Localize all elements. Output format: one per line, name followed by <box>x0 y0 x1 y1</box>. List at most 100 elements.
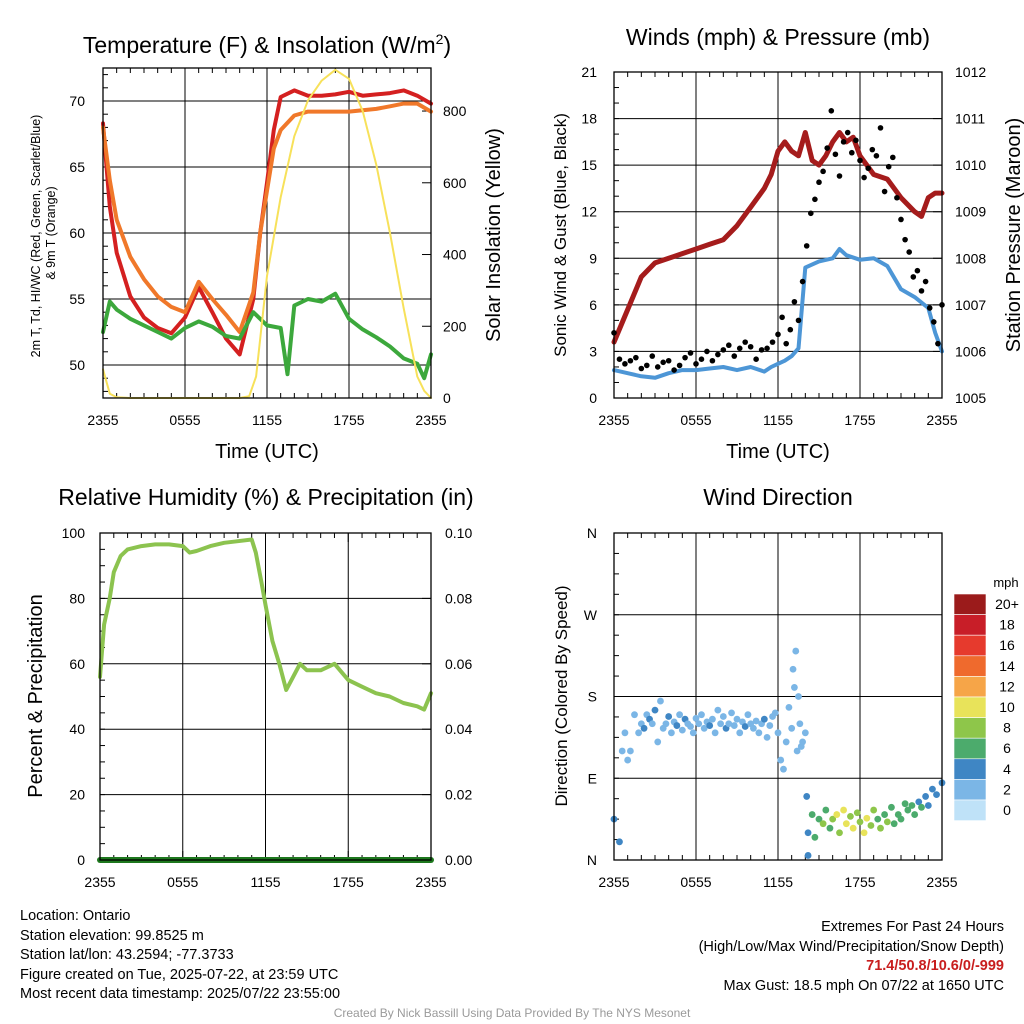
y-right-tick-label: 1006 <box>955 343 986 359</box>
gust-point <box>812 196 818 203</box>
gust-point <box>726 342 732 349</box>
gust-point <box>881 188 888 195</box>
gust-point <box>844 129 851 136</box>
direction-point <box>744 711 752 719</box>
direction-point <box>733 715 741 723</box>
x-tick-label: 1755 <box>333 412 364 428</box>
legend-swatch <box>953 634 987 657</box>
credit-line: Created By Nick Bassill Using Data Provi… <box>333 1006 691 1020</box>
humidity-precipitation-panel: Relative Humidity (%) & Precipitation (i… <box>25 484 474 890</box>
legend-swatch <box>953 676 987 698</box>
direction-point <box>689 729 697 737</box>
direction-point <box>627 747 634 755</box>
gust-point <box>890 154 896 161</box>
direction-point <box>730 722 738 729</box>
direction-point <box>714 706 722 714</box>
direction-point <box>725 720 733 728</box>
plot-frame <box>99 532 432 861</box>
legend-label: 2 <box>1003 781 1011 797</box>
y-tick-label: W <box>584 607 598 623</box>
y-tick-label: 9 <box>589 250 597 266</box>
direction-point <box>618 747 626 755</box>
y-right-tick-label: 600 <box>443 175 467 191</box>
x-tick-label: 1755 <box>844 412 875 428</box>
direction-point <box>692 714 700 722</box>
y-right-tick-label: 0.00 <box>445 852 472 868</box>
y-right-axis-label: Station Pressure (Maroon) <box>1003 118 1024 353</box>
station-location: Location: Ontario <box>20 908 131 924</box>
direction-point <box>904 806 912 814</box>
direction-point <box>774 729 782 737</box>
x-tick-label: 2355 <box>87 412 118 428</box>
direction-point <box>795 693 802 700</box>
gust-point <box>898 216 904 223</box>
gust-point <box>902 236 908 243</box>
gust-point <box>616 356 623 362</box>
legend-swatch <box>953 799 987 821</box>
direction-point <box>635 729 642 737</box>
direction-point <box>621 729 629 737</box>
direction-point <box>662 720 670 728</box>
legend-swatch <box>953 758 987 780</box>
chart-title: Wind Direction <box>703 484 853 510</box>
direction-point <box>874 815 882 823</box>
direction-point <box>860 829 868 837</box>
direction-point <box>782 738 790 746</box>
direction-point <box>883 818 891 826</box>
gust-point <box>779 314 785 321</box>
x-tick-label: 2355 <box>598 412 629 428</box>
y-right-tick-label: 0.06 <box>445 656 472 672</box>
y-tick-label: 15 <box>581 157 597 173</box>
series-line-relative-humidity <box>98 537 433 712</box>
x-tick-label: 1155 <box>252 412 282 428</box>
x-tick-label: 2355 <box>926 412 957 428</box>
y-tick-label: 6 <box>589 297 597 313</box>
direction-point <box>853 809 861 817</box>
y-tick-label: 40 <box>69 721 85 737</box>
y-axis-label: Percent & Precipitation <box>25 594 47 797</box>
y-right-tick-label: 1007 <box>955 297 986 313</box>
gust-point <box>803 243 810 249</box>
direction-point <box>728 709 735 717</box>
gust-point <box>758 347 765 353</box>
direction-point <box>711 729 719 737</box>
gust-point <box>736 345 743 352</box>
gust-point <box>731 353 738 359</box>
direction-point <box>665 713 673 720</box>
y-right-tick-label: 0.08 <box>445 590 472 606</box>
chart-title: Relative Humidity (%) & Precipitation (i… <box>58 484 473 510</box>
y-right-tick-label: 1008 <box>955 250 986 266</box>
y-tick-label: 60 <box>69 656 85 672</box>
extremes-values: 71.4/50.8/10.6/0/-999 <box>866 958 1004 974</box>
direction-point <box>911 811 919 818</box>
series-line-9m-t <box>101 101 433 334</box>
direction-point <box>796 720 804 728</box>
direction-point <box>624 756 632 764</box>
station-elevation: Station elevation: 99.8525 m <box>20 927 204 944</box>
direction-point <box>933 791 940 798</box>
legend-label: 18 <box>999 617 1015 633</box>
legend-label: 20+ <box>995 596 1019 612</box>
chart-title-superscript: 2 <box>436 31 444 47</box>
series-line-sonic-wind <box>612 247 944 380</box>
gust-point <box>914 267 921 274</box>
legend-label: 14 <box>999 658 1015 674</box>
y-tick-label: 18 <box>581 111 597 127</box>
y-right-tick-label: 800 <box>443 103 467 119</box>
y-tick-label: 0 <box>77 852 85 868</box>
gust-point <box>873 153 880 159</box>
direction-point <box>877 824 884 832</box>
direction-point <box>819 820 827 828</box>
direction-point <box>849 824 857 832</box>
direction-point <box>654 738 662 746</box>
direction-point <box>918 803 925 811</box>
direction-point <box>840 806 847 814</box>
direction-point <box>888 803 895 811</box>
direction-point <box>822 806 830 814</box>
legend-title: mph <box>993 575 1018 590</box>
station-latlon: Station lat/lon: 43.2594; -77.3733 <box>20 947 234 963</box>
direction-point <box>815 815 823 823</box>
y-axis-label-line1: 2m T, Td, HI/WC (Red, Green, Scarlet/Blu… <box>29 115 43 358</box>
direction-point <box>793 747 801 755</box>
